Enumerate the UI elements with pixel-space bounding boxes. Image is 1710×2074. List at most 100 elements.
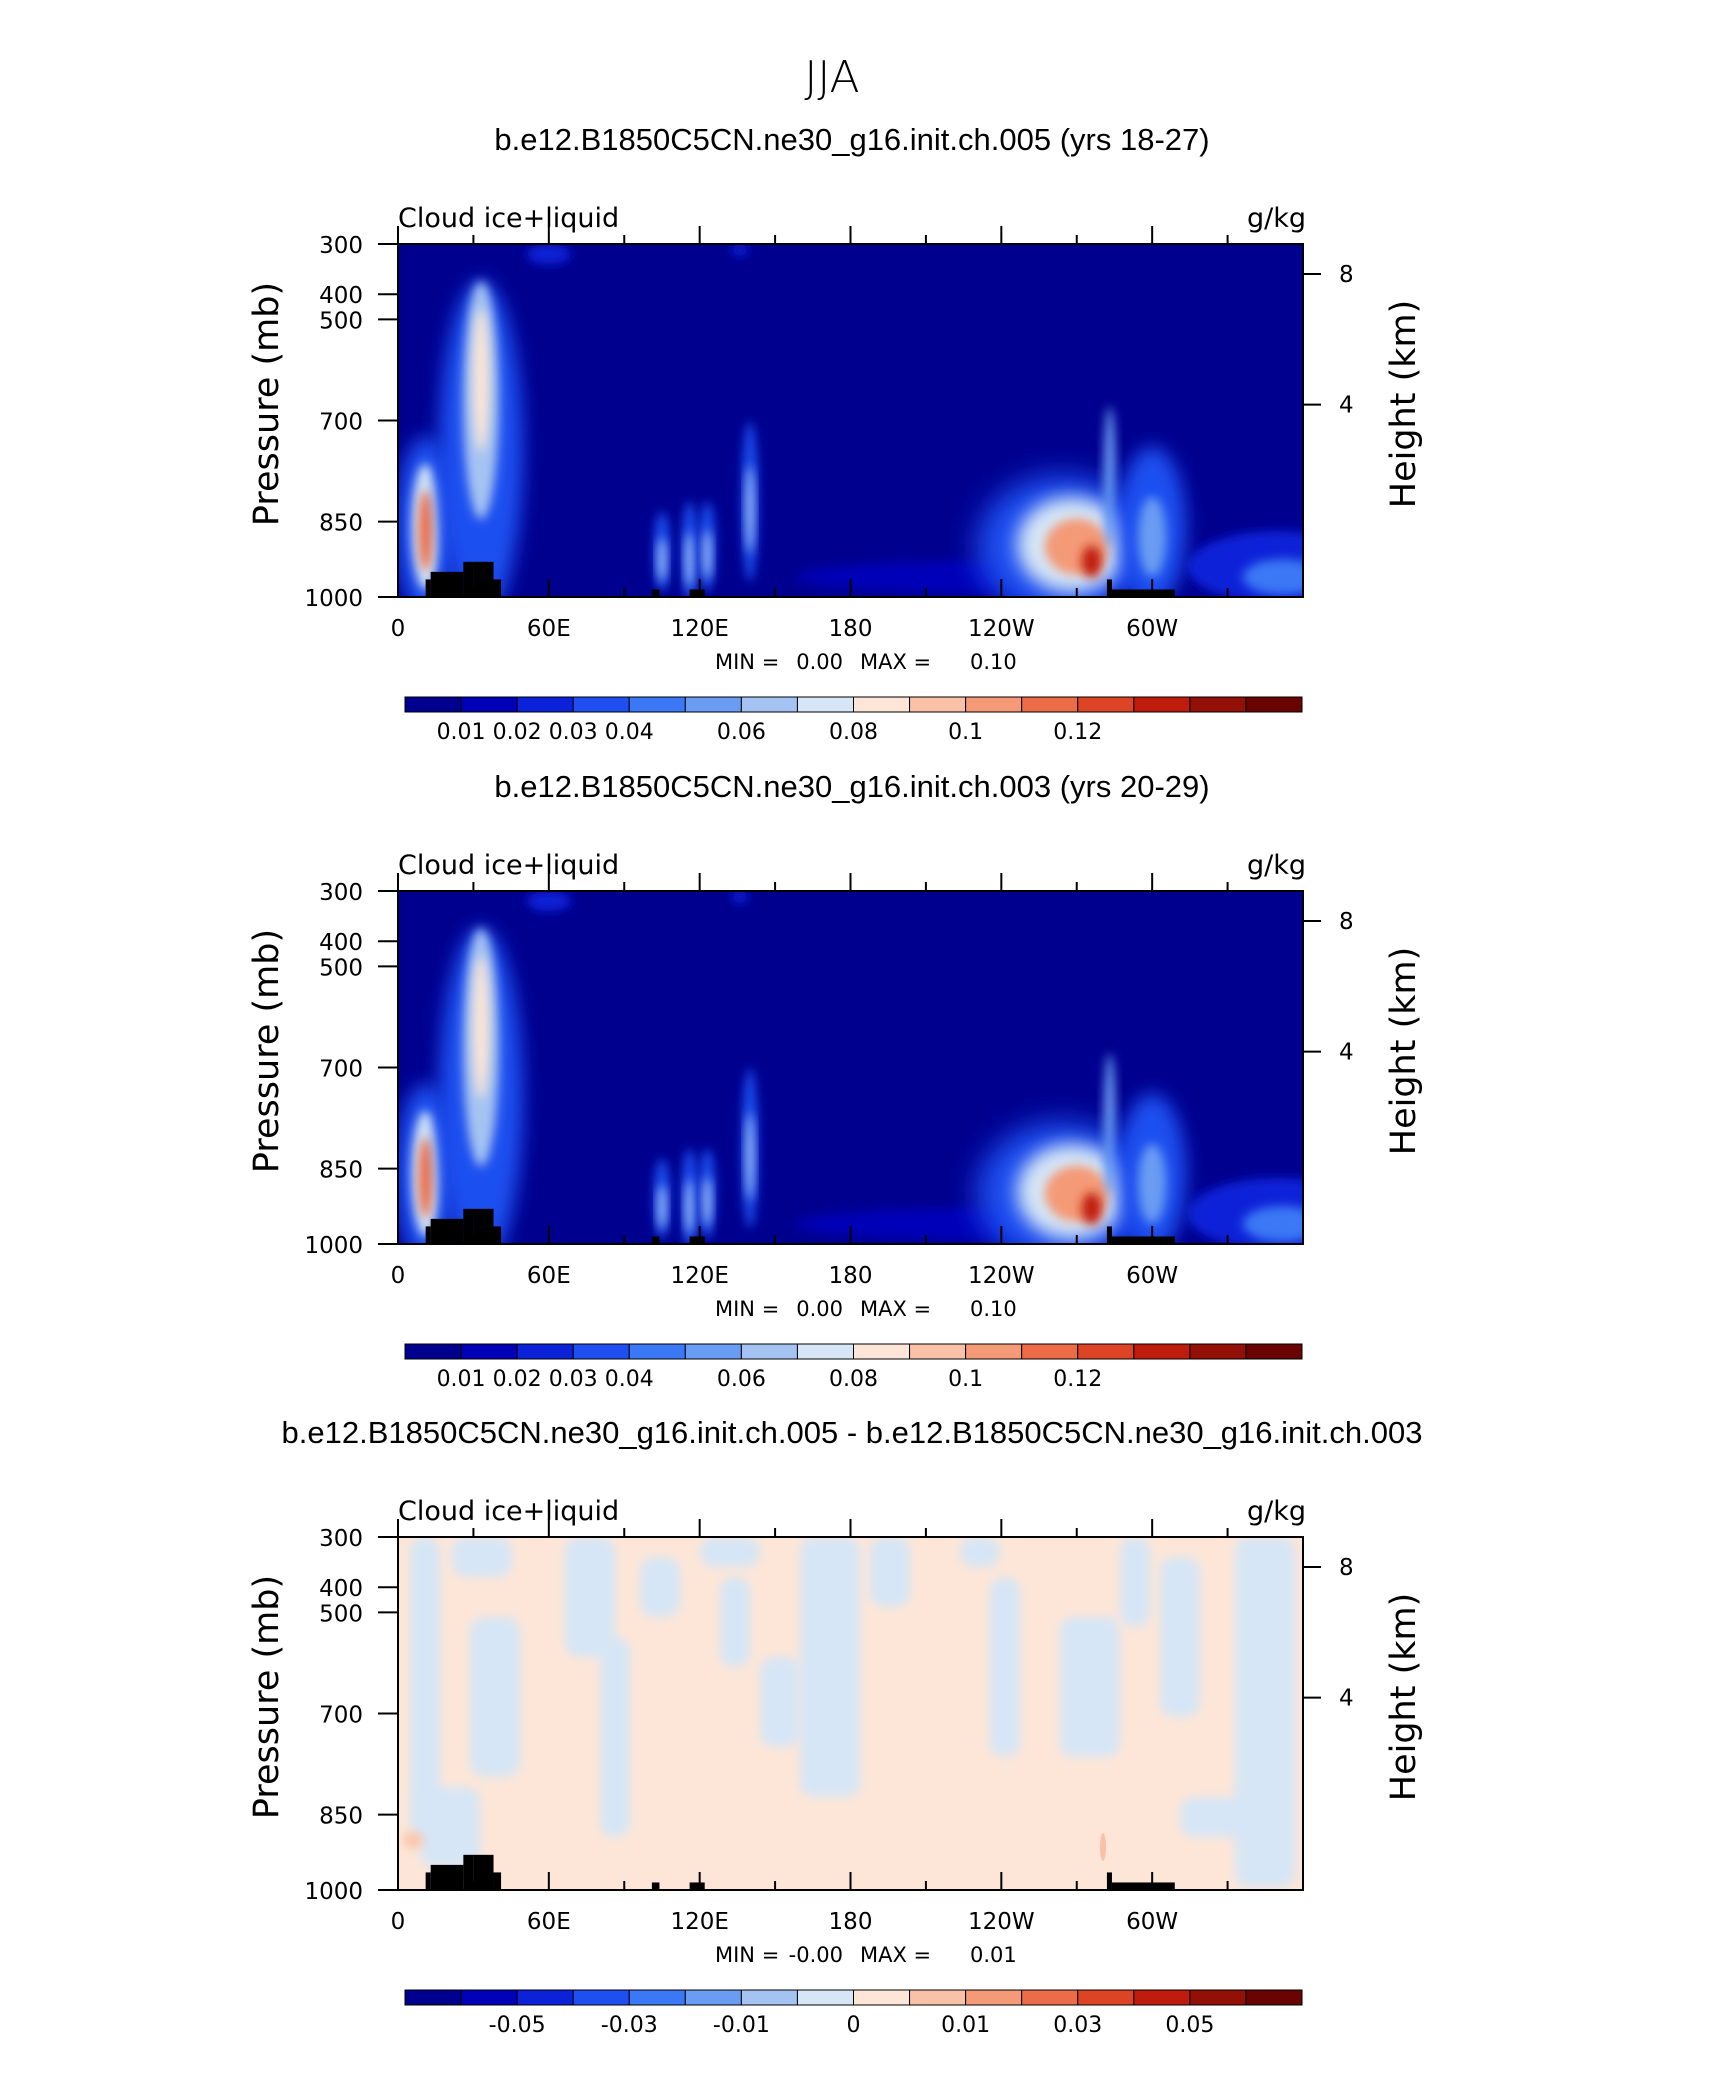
- y2-tick-label: 8: [1339, 262, 1354, 288]
- colorbar-swatch: [572, 696, 630, 713]
- contour-field: [398, 244, 1303, 597]
- negative-region: [470, 1617, 520, 1777]
- x-tick-label: 120E: [670, 1909, 728, 1935]
- x-tick-label: 60E: [527, 1909, 571, 1935]
- colorbar-swatch: [796, 696, 854, 713]
- x-tick-label: 120W: [968, 616, 1035, 642]
- negative-region: [1180, 1797, 1270, 1837]
- colorbar-label: 0.08: [829, 720, 878, 745]
- max-text: MAX =: [860, 650, 931, 674]
- colorbar-swatch: [684, 1343, 742, 1360]
- topography: [425, 1208, 1175, 1244]
- upper-wisp: [731, 891, 748, 903]
- y2-tick-label: 4: [1339, 1040, 1354, 1066]
- y-tick-label: 850: [319, 1804, 363, 1830]
- terrain-block: [430, 1864, 464, 1890]
- terrain-block: [493, 1872, 502, 1890]
- y-axis-title: Pressure (mb): [247, 1575, 287, 1819]
- y-tick-label: 300: [319, 1526, 363, 1552]
- colorbar-swatch: [404, 696, 462, 713]
- x-tick-label: 60W: [1126, 1263, 1178, 1289]
- colorbar-label: 0.12: [1053, 1367, 1102, 1392]
- colorbar: 0.01 0.02 0.03 0.04 0.06 0.08 0.1 0.12: [404, 696, 1303, 745]
- colorbar-swatch: [516, 1343, 574, 1360]
- colorbar-label: 0.06: [717, 1367, 766, 1392]
- colorbar-label: 0.08: [829, 1367, 878, 1392]
- colorbar-label: 0.01: [437, 720, 486, 745]
- y2-tick-label: 8: [1339, 909, 1354, 935]
- terrain-block: [1111, 1236, 1175, 1244]
- colorbar-label: 0.1: [948, 720, 983, 745]
- negative-region: [1060, 1617, 1120, 1757]
- colorbar-swatch: [740, 1989, 798, 2006]
- feature-plume-stem: [1103, 1053, 1116, 1194]
- colorbar-swatch: [965, 696, 1023, 713]
- colorbar-swatch: [460, 1989, 518, 2006]
- colorbar-swatch: [965, 1989, 1023, 2006]
- colorbar-label: 0.01: [437, 1367, 486, 1392]
- colorbar-swatch: [1077, 1343, 1135, 1360]
- y-tick-label: 500: [319, 1601, 363, 1627]
- y-tick-label: 1000: [304, 586, 363, 612]
- feature-strong-core: [418, 490, 433, 572]
- colorbar-swatch: [1077, 1989, 1135, 2006]
- chart-panel-3: b.e12.B1850C5CN.ne30_g16.init.ch.005 - b…: [247, 1415, 1424, 2038]
- min-value: -0.00: [789, 1943, 843, 1967]
- terrain-block: [1111, 589, 1175, 597]
- x-tick-label: 180: [829, 1909, 873, 1935]
- y2-axis-title: Height (km): [1384, 947, 1424, 1156]
- colorbar-label: 0.12: [1053, 720, 1102, 745]
- colorbar-label: 0.03: [1053, 2013, 1102, 2038]
- colorbar-label: -0.01: [713, 2013, 770, 2038]
- min-value: 0.00: [796, 1297, 843, 1321]
- y-tick-label: 1000: [304, 1879, 363, 1905]
- contour-field: [398, 891, 1303, 1244]
- feature-weak-core: [685, 1179, 694, 1235]
- terrain-block: [689, 589, 705, 597]
- negative-region: [870, 1537, 910, 1607]
- colorbar-swatch: [1133, 1989, 1191, 2006]
- colorbar-swatch: [516, 1989, 574, 2006]
- edge-cloud-core: [1242, 1206, 1303, 1242]
- negative-region: [1160, 1557, 1200, 1717]
- colorbar-swatch: [404, 1989, 462, 2006]
- max-text: MAX =: [860, 1297, 931, 1321]
- colorbar-swatch: [740, 696, 798, 713]
- contour-field: [398, 1537, 1303, 1890]
- y-tick-label: 700: [319, 410, 363, 436]
- y-tick-label: 700: [319, 1057, 363, 1083]
- left-label: Cloud ice+liquid: [398, 203, 619, 234]
- colorbar-swatch: [404, 1343, 462, 1360]
- colorbar-label: -0.05: [489, 2013, 546, 2038]
- y-tick-label: 400: [319, 1576, 363, 1602]
- colorbar-swatch: [853, 1343, 911, 1360]
- colorbar-swatch: [1245, 1343, 1303, 1360]
- colorbar-swatch: [516, 696, 574, 713]
- terrain-block: [430, 571, 464, 597]
- topography: [425, 561, 1175, 597]
- colorbar-swatch: [1077, 696, 1135, 713]
- terrain-block: [425, 579, 431, 597]
- colorbar-swatch: [1021, 696, 1079, 713]
- page-title: JJA: [804, 52, 859, 103]
- terrain-block: [430, 1218, 464, 1244]
- panel-title: b.e12.B1850C5CN.ne30_g16.init.ch.005 - b…: [282, 1415, 1423, 1450]
- negative-region: [410, 1537, 440, 1837]
- terrain-block: [689, 1882, 705, 1890]
- y-axis-title: Pressure (mb): [247, 282, 287, 526]
- negative-region: [990, 1577, 1020, 1757]
- positive-spot: [1100, 1833, 1106, 1861]
- max-value: 0.01: [970, 1943, 1017, 1967]
- x-tick-label: 60W: [1126, 1909, 1178, 1935]
- feature-plume-stem: [1103, 406, 1116, 547]
- y-tick-label: 850: [319, 511, 363, 537]
- colorbar-swatch: [1021, 1989, 1079, 2006]
- left-label: Cloud ice+liquid: [398, 850, 619, 881]
- y2-tick-label: 4: [1339, 1686, 1354, 1712]
- terrain-block: [1106, 579, 1112, 597]
- feature-weak-core: [685, 532, 694, 588]
- x-tick-label: 60E: [527, 1263, 571, 1289]
- y-tick-label: 700: [319, 1703, 363, 1729]
- colorbar-label: 0.1: [948, 1367, 983, 1392]
